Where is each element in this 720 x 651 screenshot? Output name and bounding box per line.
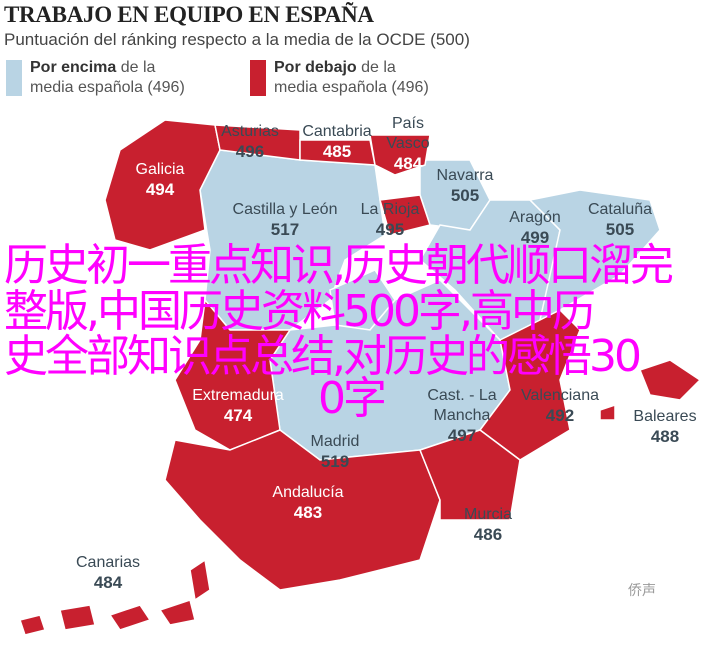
label-castilla-la-mancha: Cast. - La Mancha 497 bbox=[427, 387, 497, 445]
label-madrid: Madrid 519 bbox=[310, 433, 360, 471]
label-canarias: Canarias 484 bbox=[75, 554, 141, 592]
legend-swatch-below bbox=[250, 60, 266, 96]
label-cataluna: Cataluña 505 bbox=[587, 201, 653, 239]
label-aragon: Aragón 499 bbox=[509, 209, 561, 247]
region-galicia bbox=[104, 119, 221, 251]
region-pais-vasco bbox=[369, 134, 431, 176]
map-title: TRABAJO EN EQUIPO EN ESPAÑA bbox=[4, 2, 374, 27]
label-galicia: Galicia 494 bbox=[135, 161, 185, 199]
label-castilla-y-leon: Castilla y León 517 bbox=[232, 201, 338, 239]
label-navarra: Navarra 505 bbox=[436, 167, 494, 205]
label-extremadura: Extremadura 474 bbox=[192, 387, 284, 425]
legend-above-bold: Por encima bbox=[30, 59, 117, 76]
legend-above-line2: media española (496) bbox=[30, 79, 185, 96]
region-murcia bbox=[419, 429, 521, 521]
overlay-text-line-2: 整版,中国历史资料500字,高中历 bbox=[4, 286, 596, 337]
overlay-text-line-1: 历史初一重点知识,历史朝代顺口溜完 bbox=[4, 240, 674, 291]
legend-above: Por encima de la media española (496) bbox=[6, 58, 185, 98]
label-valenciana: Valenciana 492 bbox=[521, 387, 599, 425]
region-canarias bbox=[19, 558, 211, 636]
overlay-text-line-4: 0字 bbox=[318, 373, 387, 424]
label-murcia: Murcia 486 bbox=[463, 506, 513, 544]
region-valenciana bbox=[478, 309, 581, 461]
label-asturias: Asturias 496 bbox=[221, 123, 279, 161]
label-cantabria: Cantabria 485 bbox=[302, 123, 372, 161]
legend-below: Por debajo de la media española (496) bbox=[250, 58, 429, 98]
region-la-rioja bbox=[379, 194, 431, 236]
label-baleares: Baleares 488 bbox=[633, 408, 697, 446]
label-andalucia: Andalucía 483 bbox=[272, 484, 344, 522]
label-pais-vasco: País Vasco 484 bbox=[386, 115, 430, 173]
region-cataluna bbox=[528, 189, 661, 322]
region-baleares bbox=[599, 359, 702, 421]
watermark: 侨声 bbox=[628, 582, 656, 598]
legend-below-bold: Por debajo bbox=[274, 59, 357, 76]
region-andalucia bbox=[164, 429, 441, 591]
legend-above-rest: de la bbox=[116, 59, 156, 76]
legend-below-line2: media española (496) bbox=[274, 79, 429, 96]
legend-below-rest: de la bbox=[356, 59, 396, 76]
map-subtitle: Puntuación del ránking respecto a la med… bbox=[4, 30, 470, 49]
label-la-rioja: La Rioja 495 bbox=[360, 201, 420, 239]
overlay-text-line-3: 史全部知识点总结,对历史的感悟30 bbox=[4, 331, 642, 382]
legend-swatch-above bbox=[6, 60, 22, 96]
